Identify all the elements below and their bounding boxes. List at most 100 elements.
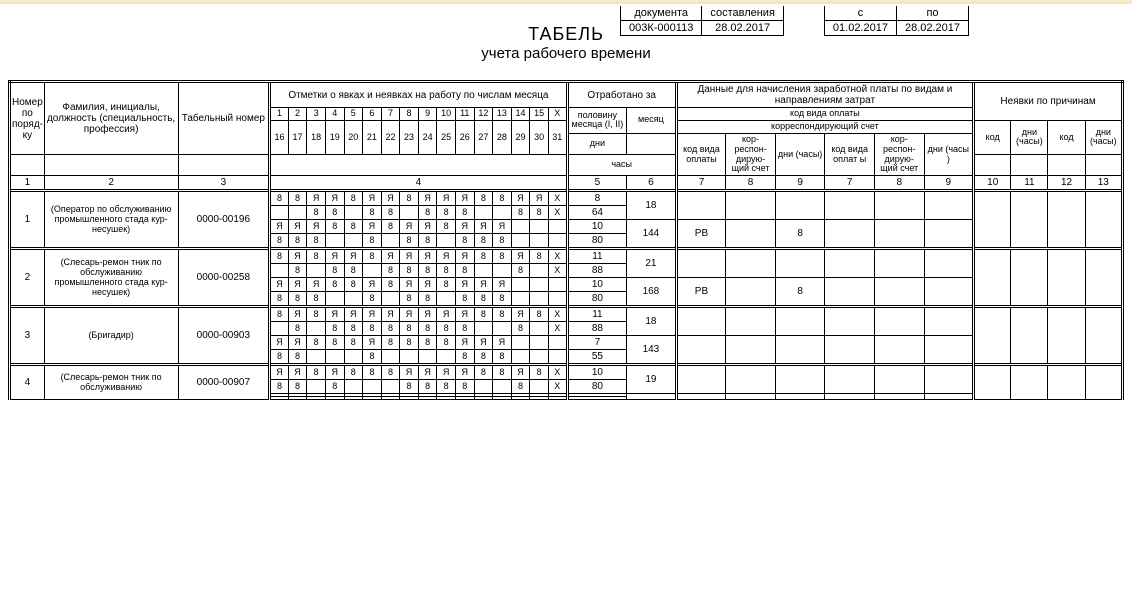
cell	[676, 191, 726, 220]
cell: 8	[455, 264, 474, 278]
cell: 55	[567, 350, 626, 365]
cell: 8	[511, 322, 530, 336]
cell	[474, 397, 493, 400]
dh2-3: 18	[307, 120, 326, 154]
cell: 8	[418, 234, 437, 249]
cell	[1048, 249, 1085, 307]
pay-days	[775, 394, 825, 400]
cell	[874, 336, 924, 365]
pay-days: 8	[775, 278, 825, 307]
employee-position: (Слесарь-ремон тник по обслуживанию	[44, 365, 178, 400]
hdr-abs-c4: дни (часы)	[1085, 120, 1122, 154]
cell	[363, 380, 382, 394]
dh2-8: 23	[400, 120, 419, 154]
hdr-pay-sub2: корреспондирующий счет	[676, 120, 973, 133]
cell	[437, 234, 456, 249]
pay-code	[676, 394, 726, 400]
cell	[825, 365, 875, 394]
cell	[775, 191, 825, 220]
cell	[1085, 191, 1122, 249]
pay-c1: код вида оплаты	[676, 133, 726, 176]
cell: 8	[363, 234, 382, 249]
cell: 8	[325, 380, 344, 394]
cell: 8	[344, 264, 363, 278]
cell: 8	[344, 336, 363, 350]
dh1-1: 1	[270, 108, 289, 121]
cell	[381, 397, 400, 400]
dh1-16: X	[548, 108, 567, 121]
cell	[924, 249, 974, 278]
dh1-11: 11	[455, 108, 474, 121]
cell	[474, 322, 493, 336]
idx-9: 9	[775, 176, 825, 191]
cell: Я	[325, 365, 344, 380]
cell	[1048, 191, 1085, 249]
cell	[548, 278, 567, 292]
cell: Я	[511, 191, 530, 206]
cell	[344, 234, 363, 249]
cell	[530, 336, 549, 350]
cell: 10	[567, 365, 626, 380]
cell: Я	[437, 307, 456, 322]
pay-c4: код вида оплат ы	[825, 133, 875, 176]
cell	[493, 264, 512, 278]
cell: Я	[363, 220, 382, 234]
cell	[825, 336, 875, 365]
hdr-col1: Номер по поряд-ку	[10, 82, 45, 155]
idx-6: 6	[627, 176, 677, 191]
cell: 8	[270, 249, 289, 264]
cell: Я	[400, 249, 419, 264]
pay-c3: дни (часы)	[775, 133, 825, 176]
idx-8b: 8	[874, 176, 924, 191]
cell	[548, 234, 567, 249]
cell: 8	[400, 336, 419, 350]
dh1-14: 14	[511, 108, 530, 121]
cell: 8	[511, 264, 530, 278]
cell	[924, 191, 974, 220]
cell	[567, 397, 626, 400]
hdr-days: дни	[567, 133, 626, 154]
cell	[493, 322, 512, 336]
dh2-13: 28	[493, 120, 512, 154]
cell: 8	[381, 206, 400, 220]
row-number: 2	[10, 249, 45, 307]
cell: Я	[325, 191, 344, 206]
cell	[400, 397, 419, 400]
cell: Я	[437, 365, 456, 380]
pay-code: РВ	[676, 220, 726, 249]
cell	[924, 394, 974, 400]
cell	[530, 350, 549, 365]
cell	[455, 397, 474, 400]
cell: Я	[530, 191, 549, 206]
title-2: учета рабочего времени	[0, 45, 1132, 62]
cell	[825, 278, 875, 307]
cell	[726, 278, 776, 307]
hdr-hours: часы	[567, 155, 676, 176]
idx-11: 11	[1011, 176, 1048, 191]
cell	[924, 307, 974, 336]
cell: 8	[307, 307, 326, 322]
dh2-10: 25	[437, 120, 456, 154]
cell	[400, 350, 419, 365]
cell: X	[548, 206, 567, 220]
cell: Я	[363, 278, 382, 292]
cell	[511, 336, 530, 350]
cell: 8	[418, 322, 437, 336]
cell: 7	[567, 336, 626, 350]
tab-number: 0000-00196	[178, 191, 270, 249]
dh2-5: 20	[344, 120, 363, 154]
hdr-abs-c1: код	[974, 120, 1011, 154]
cell	[511, 234, 530, 249]
cell: 8	[474, 234, 493, 249]
cell	[381, 234, 400, 249]
cell: 8	[288, 234, 307, 249]
cell: 8	[344, 191, 363, 206]
idx-9b: 9	[924, 176, 974, 191]
dh2-15: 30	[530, 120, 549, 154]
cell: Я	[455, 191, 474, 206]
cell: Я	[363, 307, 382, 322]
cell	[363, 264, 382, 278]
cell: 8	[418, 264, 437, 278]
cell: 8	[344, 220, 363, 234]
cell	[418, 397, 437, 400]
